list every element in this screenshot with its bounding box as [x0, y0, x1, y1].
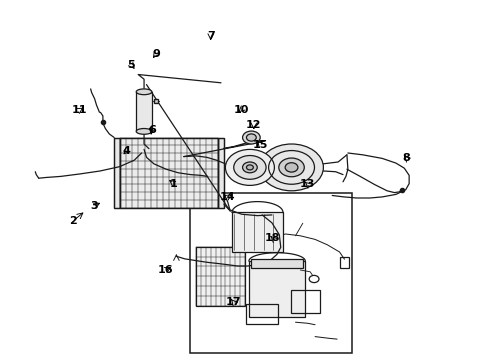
Bar — [190, 193, 352, 353]
Circle shape — [225, 149, 274, 185]
Text: 7: 7 — [207, 31, 215, 41]
Text: 1: 1 — [170, 179, 178, 189]
Text: 17: 17 — [225, 297, 241, 307]
Text: 9: 9 — [152, 49, 160, 59]
Text: 2: 2 — [69, 216, 76, 226]
Ellipse shape — [136, 89, 152, 95]
Text: 8: 8 — [403, 153, 411, 163]
Circle shape — [246, 165, 253, 170]
Text: 6: 6 — [148, 125, 156, 135]
Circle shape — [243, 131, 260, 144]
Text: 15: 15 — [253, 140, 269, 150]
Circle shape — [285, 163, 298, 172]
Bar — [218, 138, 224, 208]
Circle shape — [243, 162, 257, 173]
Bar — [340, 257, 349, 268]
Text: 10: 10 — [233, 105, 249, 115]
Text: 12: 12 — [246, 120, 262, 130]
Circle shape — [246, 134, 256, 141]
Text: 11: 11 — [72, 105, 88, 115]
Text: 4: 4 — [122, 146, 130, 156]
Bar — [246, 304, 278, 324]
Text: 16: 16 — [158, 265, 173, 275]
Bar — [114, 138, 120, 208]
Bar — [251, 259, 303, 268]
Ellipse shape — [136, 129, 152, 134]
Bar — [114, 138, 120, 208]
Text: 18: 18 — [265, 233, 281, 243]
Bar — [120, 138, 218, 208]
Bar — [136, 92, 152, 131]
Bar — [232, 212, 283, 252]
Bar — [249, 261, 305, 317]
Bar — [218, 138, 224, 208]
Circle shape — [260, 144, 323, 191]
Bar — [120, 138, 218, 208]
Bar — [291, 290, 320, 313]
Text: 14: 14 — [220, 192, 236, 202]
Bar — [196, 247, 245, 306]
Circle shape — [279, 158, 304, 177]
Circle shape — [234, 156, 266, 179]
Text: 13: 13 — [300, 179, 316, 189]
Text: 5: 5 — [127, 60, 135, 70]
Text: 3: 3 — [90, 201, 98, 211]
